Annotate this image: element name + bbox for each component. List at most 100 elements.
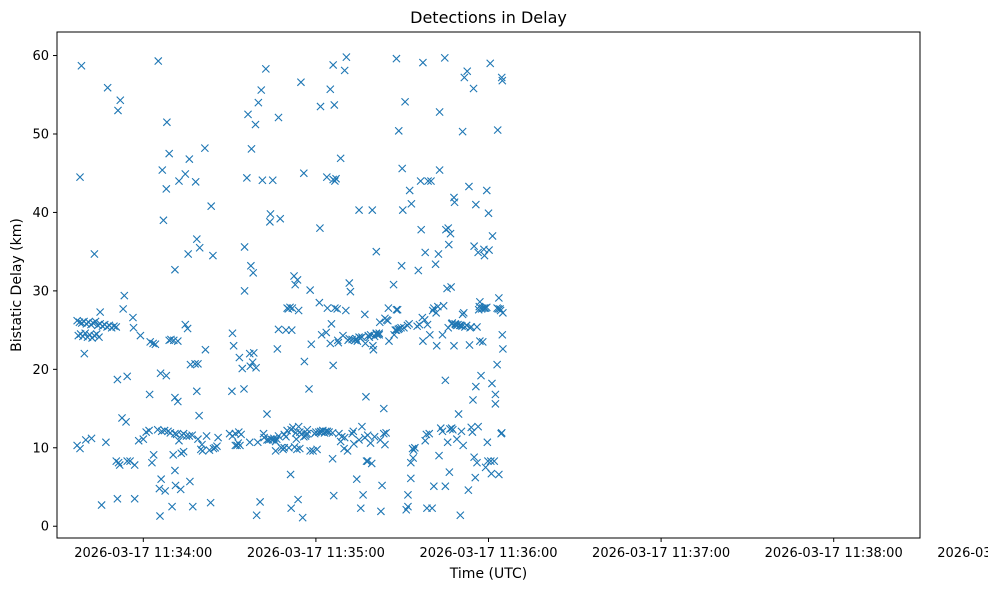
detection-point	[379, 404, 388, 413]
detection-point	[287, 326, 296, 335]
detection-point	[162, 118, 171, 127]
detection-point	[435, 451, 444, 460]
detection-point	[307, 340, 316, 349]
detection-point	[201, 345, 210, 354]
detection-point	[392, 305, 401, 314]
detection-point	[233, 441, 242, 450]
detection-point	[253, 438, 262, 447]
detection-point	[170, 466, 179, 475]
x-tick-label: 2026-03-17 11:38:00	[765, 546, 903, 561]
detection-point	[486, 457, 495, 466]
detection-point	[334, 338, 343, 347]
detection-point	[251, 120, 260, 129]
detection-point	[286, 470, 295, 479]
detection-point	[360, 310, 369, 319]
detection-point	[274, 325, 283, 334]
detection-point	[329, 361, 338, 370]
detection-point	[493, 126, 502, 135]
detection-point	[410, 443, 419, 452]
detection-point	[341, 306, 350, 315]
detection-point	[456, 511, 465, 520]
detection-point	[192, 387, 201, 396]
detection-point	[462, 321, 471, 330]
detection-point	[76, 444, 85, 453]
detection-point	[95, 333, 103, 342]
x-tick-label: 2026-03-17 11:34:00	[74, 546, 212, 561]
detection-point	[440, 53, 449, 62]
detection-point	[348, 429, 357, 438]
detection-point	[119, 304, 128, 313]
detection-point	[428, 504, 437, 513]
detection-point	[363, 457, 372, 466]
detection-point	[443, 438, 452, 447]
detection-point	[193, 435, 202, 444]
detection-point	[134, 436, 143, 445]
detection-point	[426, 177, 435, 186]
detection-point	[238, 364, 247, 373]
detection-point	[154, 57, 163, 66]
detection-point	[491, 390, 500, 399]
detection-point	[330, 177, 339, 186]
detection-point	[378, 481, 387, 490]
detection-point	[120, 291, 129, 300]
detection-point	[274, 432, 283, 441]
detection-point	[136, 331, 145, 340]
detection-point	[355, 435, 364, 444]
detection-point	[97, 501, 106, 510]
detection-point	[485, 246, 494, 255]
detection-point	[303, 425, 312, 434]
detection-point	[393, 305, 402, 314]
detection-point	[369, 345, 378, 354]
detection-point	[330, 304, 339, 313]
detection-point	[357, 422, 366, 431]
detection-point	[162, 184, 171, 193]
detection-point	[168, 502, 177, 511]
detection-point	[242, 173, 251, 182]
y-tick-label: 40	[32, 206, 49, 221]
detection-point	[306, 446, 315, 455]
detection-point	[449, 341, 458, 350]
detection-point	[192, 235, 201, 244]
detection-point	[296, 78, 305, 87]
detection-point	[405, 319, 414, 328]
detection-point	[91, 317, 100, 326]
detection-point	[235, 353, 244, 362]
detection-point	[394, 126, 403, 135]
detection-point	[145, 426, 154, 435]
detection-point	[355, 206, 364, 215]
detection-point	[490, 457, 499, 466]
detection-point	[471, 382, 480, 391]
plot-area-frame	[56, 31, 921, 539]
detection-point	[487, 469, 496, 478]
detection-point	[405, 186, 414, 195]
detection-point	[149, 339, 158, 348]
detection-point	[170, 393, 179, 402]
detection-point	[468, 395, 477, 404]
detection-point	[471, 200, 480, 209]
detection-point	[292, 445, 301, 454]
detection-point	[363, 431, 372, 440]
detection-point	[340, 66, 349, 75]
detection-point	[423, 320, 432, 329]
detection-point	[435, 166, 444, 175]
detection-point	[455, 321, 464, 330]
detection-point	[496, 304, 504, 313]
detection-point	[473, 322, 481, 331]
detection-point	[454, 320, 462, 329]
detection-point	[293, 275, 302, 284]
detection-point	[487, 379, 496, 388]
detection-point	[170, 265, 179, 274]
detection-point	[464, 486, 473, 495]
detection-point	[214, 433, 223, 442]
detection-point	[481, 463, 490, 472]
detection-point	[281, 432, 290, 441]
chart-title: Detections in Delay	[410, 8, 567, 27]
detection-point	[179, 447, 188, 456]
detection-point	[239, 384, 248, 393]
detection-point	[342, 53, 351, 62]
detection-point	[145, 390, 154, 399]
detection-point	[162, 371, 171, 380]
detection-point	[261, 64, 270, 73]
detection-point	[228, 329, 237, 338]
detection-point	[257, 86, 266, 95]
